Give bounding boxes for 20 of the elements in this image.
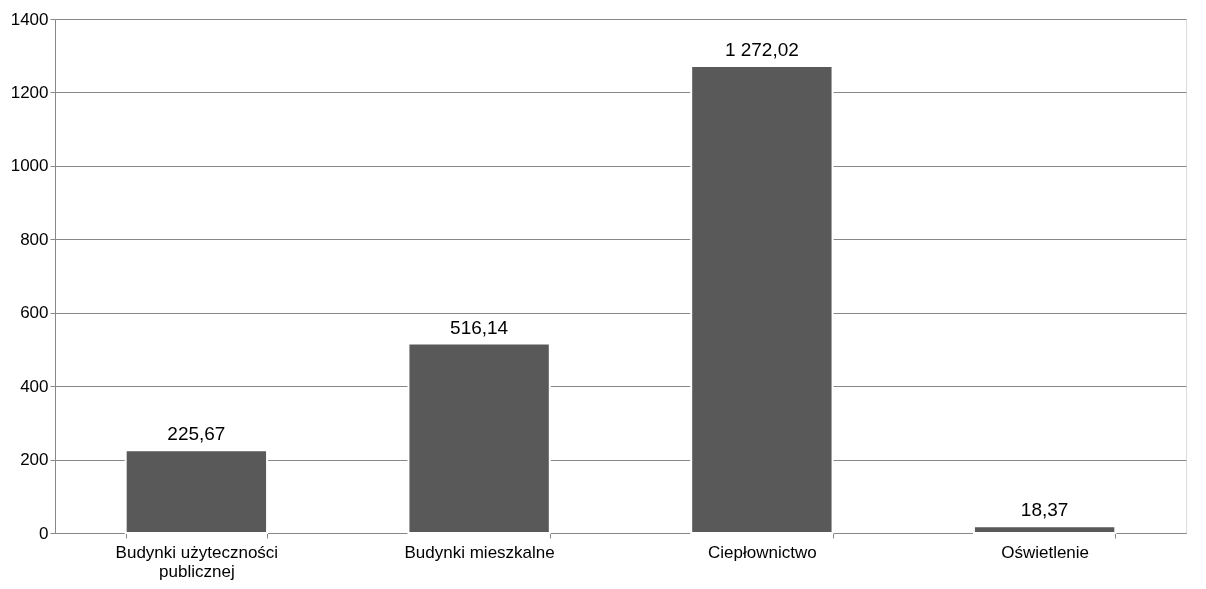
y-tick-label: 800 [20, 229, 49, 249]
y-tick-label: 600 [20, 303, 49, 323]
data-label: 225,67 [167, 423, 226, 445]
data-label: 18,37 [1020, 499, 1069, 521]
bar [407, 342, 551, 534]
y-tick-label: 1000 [10, 156, 49, 176]
x-tick-label: Budynki mieszkalne [404, 542, 555, 562]
x-tick-label: Ciepłownictwo [708, 542, 817, 562]
y-tick-label: 400 [20, 376, 49, 396]
y-tick-label: 200 [20, 450, 49, 470]
y-tick-label: 1200 [10, 82, 49, 102]
bar [690, 64, 834, 534]
data-label: 1 272,02 [724, 38, 799, 60]
bar [972, 525, 1117, 534]
y-tick-label: 0 [39, 523, 49, 543]
x-tick-label: Oświetlenie [1001, 542, 1090, 562]
data-label: 516,14 [450, 316, 509, 338]
bar [124, 449, 269, 534]
y-tick-label: 1400 [10, 9, 49, 29]
x-tick-label: Budynki użyteczności publicznej [115, 542, 279, 581]
